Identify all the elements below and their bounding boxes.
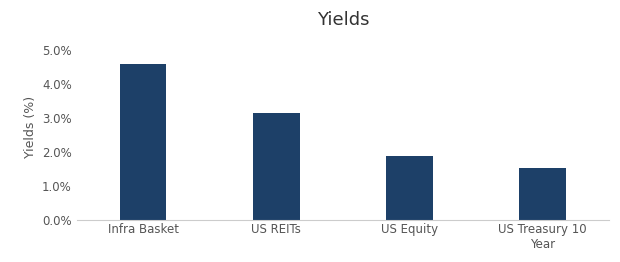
Bar — [120, 64, 167, 220]
Title: Yields: Yields — [317, 11, 369, 29]
Y-axis label: Yields (%): Yields (%) — [24, 96, 37, 158]
Bar — [253, 113, 299, 220]
Bar — [519, 167, 565, 220]
Bar — [386, 156, 433, 220]
